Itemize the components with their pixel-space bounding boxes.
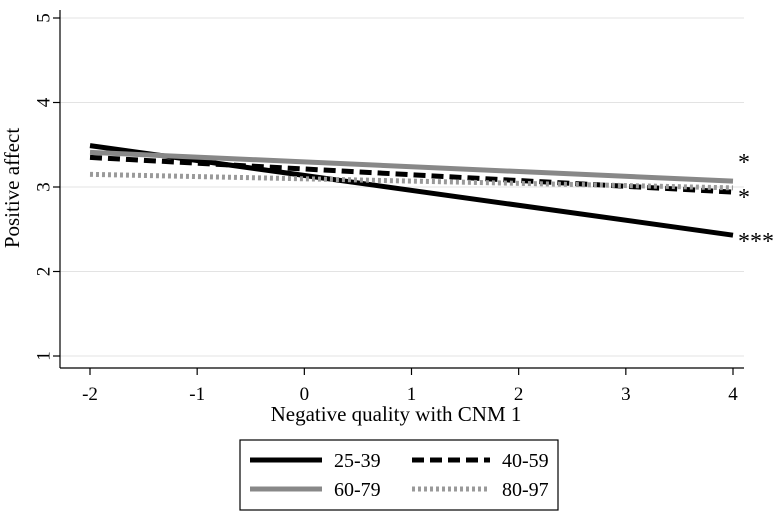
y-axis-label: Positive affect (0, 128, 24, 248)
axes: 1 2 3 4 5 -2 -1 0 1 2 3 4 (34, 10, 744, 405)
annotation-25-39: *** (738, 229, 774, 255)
y-tick-label-2: 3 (34, 182, 55, 192)
legend-label-60-79: 60-79 (334, 479, 381, 501)
x-tick-label-1: -1 (189, 384, 205, 405)
legend: 25-39 40-59 60-79 80-97 (239, 439, 559, 511)
x-tick-label-6: 4 (728, 384, 738, 405)
series-line-80-97 (89, 171, 734, 191)
y-tick-label-1: 2 (34, 267, 55, 277)
x-tick-label-4: 2 (514, 384, 524, 405)
x-tick-label-0: -2 (82, 384, 98, 405)
x-tick-label-3: 1 (407, 384, 417, 405)
y-tick-label-0: 1 (34, 351, 55, 361)
annotation-60-79: * (738, 150, 750, 176)
x-tick-label-2: 0 (300, 384, 310, 405)
legend-box (239, 439, 559, 511)
annotation-40-59: * (738, 185, 750, 211)
legend-label-25-39: 25-39 (334, 450, 381, 472)
legend-label-40-59: 40-59 (502, 450, 549, 472)
y-tick-label-3: 4 (34, 97, 55, 107)
significance-annotations: ***** (738, 150, 774, 255)
series-lines (89, 143, 734, 238)
series-line-25-39 (89, 143, 734, 238)
x-axis-label: Negative quality with CNM 1 (271, 402, 522, 426)
x-tick-label-5: 3 (621, 384, 631, 405)
y-tick-label-4: 5 (34, 13, 55, 23)
series-line-60-79 (89, 149, 734, 184)
legend-label-80-97: 80-97 (502, 479, 549, 501)
